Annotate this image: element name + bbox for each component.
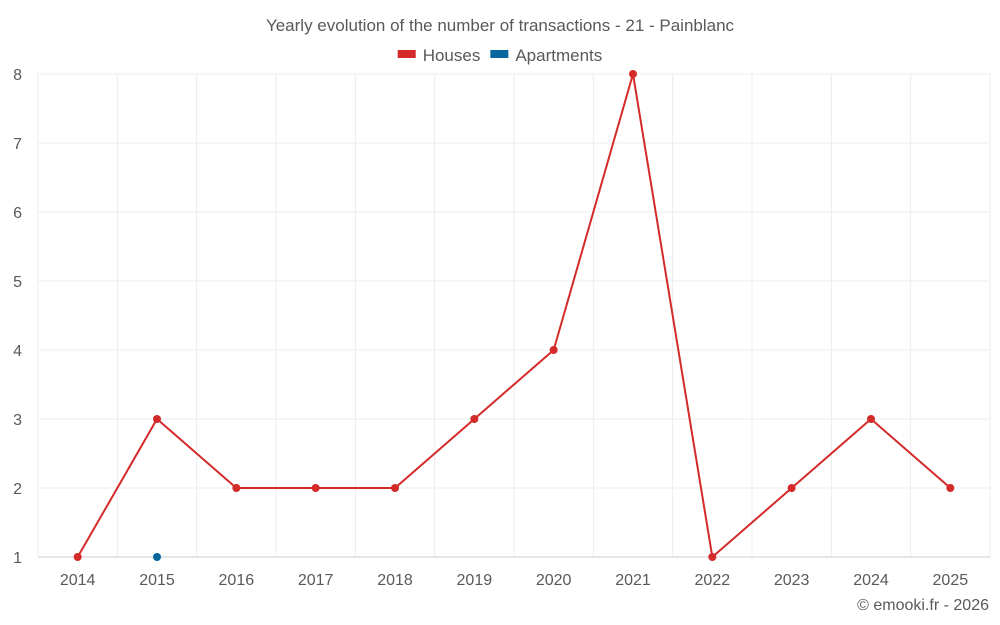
point-houses-2024[interactable] bbox=[867, 415, 875, 423]
legend-item-apartments[interactable]: Apartments bbox=[490, 46, 602, 65]
y-tick-label: 1 bbox=[13, 550, 22, 567]
legend-swatch bbox=[397, 50, 416, 58]
point-houses-2023[interactable] bbox=[787, 484, 796, 492]
y-tick-label: 3 bbox=[13, 412, 22, 429]
point-apartments-2015[interactable] bbox=[153, 553, 161, 561]
series-line-houses bbox=[76, 73, 951, 558]
point-houses-2022[interactable] bbox=[708, 553, 717, 561]
y-gridlines bbox=[38, 73, 990, 489]
y-tick-label: 7 bbox=[13, 136, 22, 153]
point-houses-2019[interactable] bbox=[470, 415, 479, 423]
chart-title: Yearly evolution of the number of transa… bbox=[266, 16, 735, 35]
point-houses-2015[interactable] bbox=[153, 415, 161, 423]
point-houses-2020[interactable] bbox=[549, 346, 558, 354]
point-houses-2014[interactable] bbox=[73, 553, 82, 561]
point-houses-2016[interactable] bbox=[232, 484, 241, 492]
y-tick-label: 2 bbox=[13, 481, 22, 498]
y-tick-label: 4 bbox=[13, 343, 22, 360]
x-gridlines bbox=[37, 74, 991, 557]
legend-label: Apartments bbox=[515, 46, 602, 65]
legend: Houses Apartments bbox=[397, 46, 602, 65]
x-tick-label: 2019 bbox=[457, 572, 493, 589]
x-tick-label: 2022 bbox=[695, 572, 731, 589]
x-tick-label: 2018 bbox=[377, 572, 413, 589]
y-axis-tick-labels: 1 2 3 4 5 6 7 8 bbox=[13, 67, 22, 567]
point-houses-2017[interactable] bbox=[311, 484, 320, 492]
point-houses-2021[interactable] bbox=[629, 70, 637, 78]
series-points bbox=[73, 70, 955, 561]
point-houses-2018[interactable] bbox=[391, 484, 399, 492]
x-tick-label: 2020 bbox=[536, 572, 572, 589]
legend-item-houses[interactable]: Houses bbox=[397, 46, 481, 65]
x-tick-label: 2017 bbox=[298, 572, 334, 589]
y-tick-label: 6 bbox=[13, 205, 22, 222]
x-tick-label: 2025 bbox=[933, 572, 969, 589]
x-tick-label: 2014 bbox=[60, 572, 96, 589]
x-tick-label: 2024 bbox=[853, 572, 889, 589]
point-houses-2025[interactable] bbox=[946, 484, 955, 492]
y-tick-label: 5 bbox=[13, 274, 22, 291]
legend-label: Houses bbox=[423, 46, 481, 65]
x-tick-label: 2023 bbox=[774, 572, 810, 589]
x-tick-label: 2015 bbox=[139, 572, 175, 589]
credit-text: © emooki.fr - 2026 bbox=[857, 597, 989, 614]
x-tick-label: 2021 bbox=[615, 572, 651, 589]
x-axis-tick-labels: 2014 2015 2016 2017 2018 2019 2020 2021 2022 2023… bbox=[60, 572, 968, 589]
x-tick-label: 2016 bbox=[219, 572, 255, 589]
series-lines bbox=[76, 73, 951, 558]
legend-swatch bbox=[490, 50, 509, 58]
y-tick-label: 8 bbox=[13, 67, 22, 84]
